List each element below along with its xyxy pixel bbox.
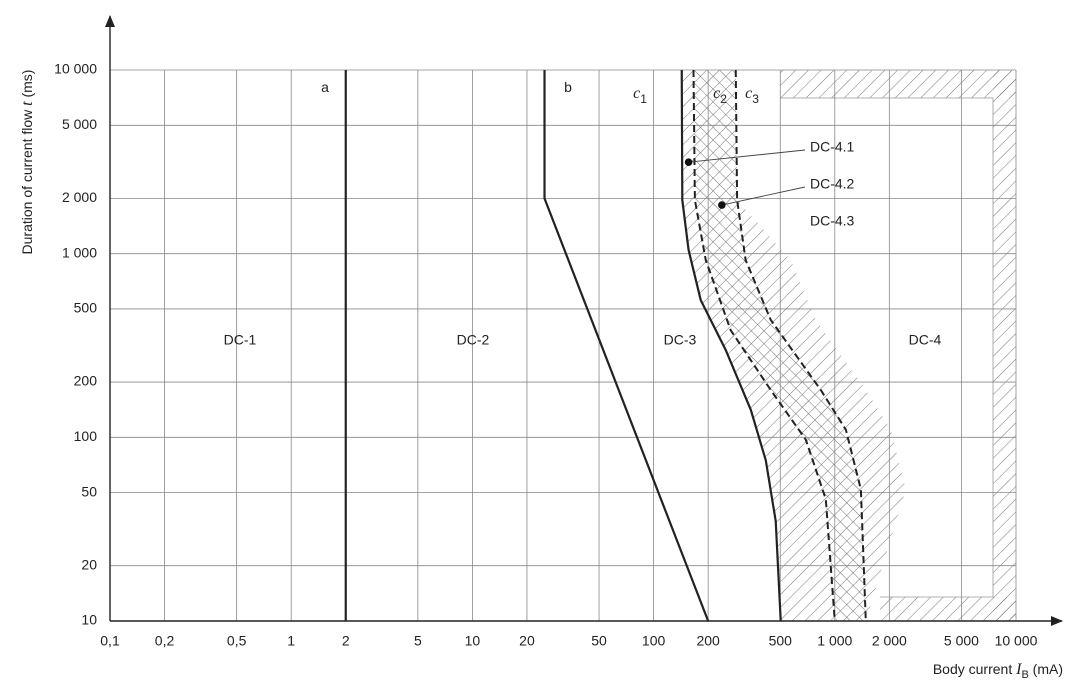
x-tick-label: 10: [465, 633, 481, 649]
x-tick-label: 0,2: [155, 633, 175, 649]
x-tick-label: 500: [769, 633, 793, 649]
x-tick-label: 10 000: [995, 633, 1038, 649]
y-tick-label: 200: [74, 373, 98, 389]
curve-label-symbol: c: [745, 85, 752, 102]
hatch-frame-edge: [780, 97, 994, 598]
y-tick-label: 5 000: [62, 116, 97, 132]
annotation-label: DC-4.3: [810, 213, 855, 229]
annotation-pointer: [688, 149, 806, 163]
curve-label: c2: [713, 85, 727, 107]
zone-label: DC-2: [457, 332, 490, 348]
x-tick-label: 50: [591, 633, 607, 649]
x-tick-label: 0,5: [227, 633, 247, 649]
annotation-label: DC-4.2: [810, 176, 855, 192]
annotation-dot: [684, 158, 693, 166]
zone-label: DC-4: [909, 332, 942, 348]
curve-label-subscript: 2: [720, 92, 727, 106]
hatch-region: [735, 70, 906, 621]
hatch-frame: [780, 70, 1016, 98]
y-tick-label: 50: [81, 483, 97, 499]
curve-label: b: [564, 79, 572, 95]
curve-label: c1: [633, 85, 647, 107]
annotation-dot: [718, 201, 726, 209]
curve-label: c3: [745, 85, 759, 107]
boundary-curve: [692, 69, 836, 622]
y-tick-label: 100: [74, 428, 98, 444]
x-tick-label: 5 000: [944, 633, 979, 649]
annotation-label: DC-4.1: [810, 139, 855, 155]
hatch-frame: [880, 597, 1016, 621]
x-tick-label: 5: [414, 633, 422, 649]
y-axis-label-symbol: t: [19, 101, 36, 106]
y-tick-label: 500: [74, 300, 98, 316]
curve-label: a: [321, 79, 329, 95]
x-axis-label: Body current IB (mA): [933, 661, 1063, 681]
curve-label-symbol: c: [633, 85, 640, 102]
y-axis-label-unit: (ms): [19, 70, 35, 98]
x-tick-label: 100: [642, 633, 666, 649]
curve-label-text: b: [564, 79, 572, 95]
label-layer: 0,1 0,2 0,5 1 2 5 10 20 50 100 200 500 1 000 2 000 5 0…: [54, 61, 1037, 649]
x-tick-label: 2 000: [872, 633, 907, 649]
curve-label-subscript: 1: [640, 92, 647, 106]
zone-label: DC-3: [664, 332, 697, 348]
grid-layer: [109, 69, 1017, 622]
hatch-frame: [993, 70, 1016, 621]
annotation-pointer: [721, 186, 806, 206]
curve-label-symbol: c: [713, 85, 720, 102]
x-tick-label: 20: [519, 633, 535, 649]
curve-label-subscript: 3: [752, 92, 759, 106]
boundary-curve: [680, 69, 782, 622]
curve-layer: [344, 69, 867, 622]
x-axis-label-subscript: B: [1021, 669, 1028, 681]
x-axis-label-text: Body current: [933, 661, 1012, 677]
y-axis-label-text: Duration of current flow: [19, 109, 35, 255]
y-tick-label: 10: [81, 612, 97, 628]
crosshatch-region: [693, 70, 866, 621]
y-tick-label: 2 000: [62, 189, 97, 205]
boundary-curve: [543, 70, 710, 622]
zone-label: DC-1: [224, 332, 257, 348]
y-axis-label: Duration of current flow t (ms): [19, 70, 36, 255]
y-tick-label: 20: [81, 556, 97, 572]
x-axis-label-unit: (mA): [1033, 661, 1063, 677]
y-tick-label: 10 000: [54, 61, 97, 77]
x-tick-label: 2: [342, 633, 350, 649]
x-tick-label: 0,1: [100, 633, 120, 649]
x-tick-label: 200: [696, 633, 720, 649]
curve-label-text: a: [321, 79, 329, 95]
x-axis-label-symbol: I: [1015, 661, 1022, 678]
y-tick-label: 1 000: [62, 244, 97, 260]
x-tick-label: 1: [287, 633, 295, 649]
x-tick-label: 1 000: [817, 633, 852, 649]
boundary-curve: [734, 69, 867, 622]
